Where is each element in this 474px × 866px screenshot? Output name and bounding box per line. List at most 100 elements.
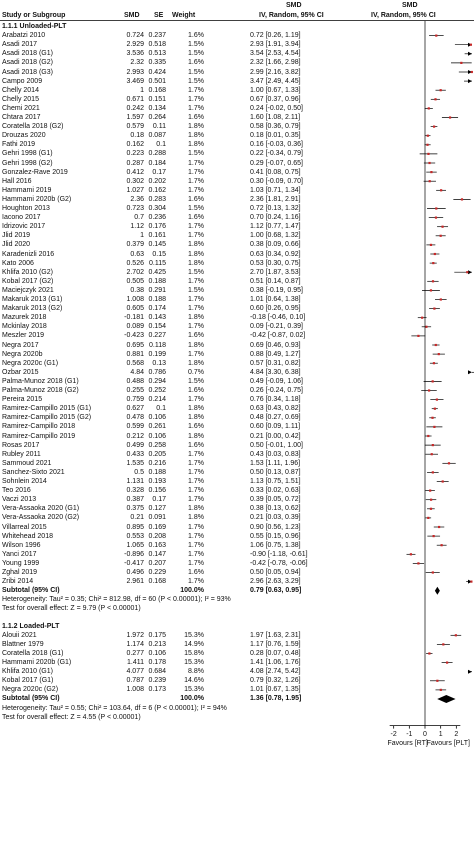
study-se: 0.205	[148, 450, 166, 458]
study-ci: 1.06 [0.75, 1.38]	[250, 541, 301, 549]
study-se: 0.283	[148, 195, 166, 203]
study-weight: 15.3%	[184, 659, 204, 667]
effect-marker	[417, 334, 420, 337]
header-smd: SMD	[124, 12, 140, 19]
study-se: 0.161	[148, 232, 166, 240]
study-ci: 1.41 [1.06, 1.76]	[250, 659, 301, 667]
study-ci: 0.76 [0.34, 1.18]	[250, 396, 301, 404]
study-se: 0.199	[148, 350, 166, 358]
study-smd: 0.553	[126, 532, 144, 540]
study-name: Sanchez-Sixto 2021	[2, 468, 65, 476]
study-name: Zghal 2019	[2, 569, 38, 576]
study-smd: 2.961	[126, 578, 144, 586]
study-se: 0.145	[148, 241, 166, 249]
study-ci: 0.79 [0.32, 1.26]	[250, 677, 301, 685]
study-se: 0.091	[148, 514, 166, 522]
study-name: Hammami 2020b (G2)	[2, 195, 72, 203]
study-se: 0.184	[148, 159, 166, 167]
study-weight: 1.6%	[188, 441, 204, 449]
study-ci: 0.41 [0.08, 0.75]	[250, 168, 301, 176]
study-se: 0.156	[148, 487, 166, 495]
study-se: 0.168	[148, 578, 166, 586]
effect-marker	[433, 425, 436, 428]
effect-marker	[421, 316, 424, 319]
study-se: 0.786	[148, 368, 166, 376]
study-name: Sohnlein 2014	[2, 478, 47, 485]
effect-marker	[435, 398, 439, 401]
effect-marker	[426, 143, 429, 146]
effect-marker	[445, 661, 449, 664]
study-name: Iacono 2017	[2, 214, 41, 222]
effect-marker	[440, 544, 443, 547]
study-weight: 1.6%	[188, 32, 204, 40]
effect-marker	[435, 207, 438, 210]
study-weight: 15.8%	[184, 649, 204, 657]
study-se: 0.173	[148, 686, 166, 694]
study-smd: 0.895	[126, 523, 144, 531]
study-smd: 2.993	[126, 68, 144, 76]
study-smd: -0.896	[124, 550, 144, 558]
study-ci: 1.00 [0.67, 1.33]	[250, 86, 301, 94]
study-weight: 0.7%	[188, 368, 204, 376]
study-weight: 1.7%	[188, 396, 204, 404]
study-name: Drouzas 2020	[2, 132, 46, 140]
header-ci: IV, Random, 95% CI	[259, 12, 324, 19]
header-se: SE	[154, 12, 164, 19]
header-plot-ci: IV, Random, 95% CI	[371, 12, 436, 19]
study-weight: 1.6%	[188, 195, 204, 203]
study-weight: 1.7%	[188, 478, 204, 485]
effect-marker	[429, 489, 432, 492]
study-se: 0.229	[148, 569, 166, 576]
study-ci: 0.18 [0.01, 0.35]	[250, 132, 301, 140]
study-ci: 4.84 [3.30, 6.38]	[250, 368, 301, 376]
study-name: Karadenizli 2016	[2, 250, 55, 258]
study-ci: 0.88 [0.49, 1.27]	[250, 350, 301, 358]
ci-overflow-arrow	[468, 70, 472, 74]
study-ci: 1.97 [1.63, 2.31]	[250, 631, 301, 639]
study-weight: 1.7%	[188, 168, 204, 176]
study-se: 0.115	[149, 259, 166, 267]
effect-marker	[433, 307, 436, 310]
study-name: Khlifa 2010 (G1)	[2, 668, 53, 676]
effect-marker	[440, 189, 443, 192]
study-name: Pereira 2015	[2, 396, 43, 404]
effect-marker	[435, 34, 438, 37]
study-smd: 0.387	[126, 496, 144, 504]
study-ci: 0.16 [-0.03, 0.36]	[250, 141, 303, 149]
study-smd: 0.302	[126, 177, 144, 185]
study-smd: 1.535	[126, 459, 144, 467]
effect-marker	[417, 562, 420, 565]
study-se: 0.143	[148, 314, 166, 322]
effect-marker	[427, 152, 430, 155]
study-smd: 0.627	[126, 405, 144, 413]
study-name: Kato 2006	[2, 259, 34, 267]
study-name: Idrizovic 2017	[2, 223, 46, 231]
study-ci: 0.50 [0.05, 0.94]	[250, 569, 301, 576]
effect-marker	[427, 389, 431, 392]
study-smd: 0.38	[130, 286, 144, 294]
ci-overflow-arrow	[468, 270, 472, 275]
study-ci: 0.57 [0.31, 0.82]	[250, 359, 301, 367]
study-smd: 0.433	[126, 450, 144, 458]
group-title: 1.1.2 Loaded-PLT	[2, 622, 60, 630]
effect-marker	[460, 61, 463, 64]
study-se: 0.208	[148, 532, 166, 540]
study-smd: 0.63	[130, 250, 144, 258]
study-name: Teo 2016	[2, 487, 31, 495]
study-se: 0.147	[148, 550, 166, 558]
study-name: Villarreal 2015	[2, 523, 47, 531]
study-ci: 0.50 [-0.01, 1.00]	[250, 441, 303, 449]
study-weight: 1.5%	[188, 77, 204, 85]
study-weight: 1.7%	[188, 305, 204, 313]
study-ci: 1.60 [1.08, 2.11]	[250, 114, 301, 121]
study-smd: 0.499	[126, 441, 144, 449]
study-smd: 1	[140, 86, 144, 94]
study-ci: 0.60 [0.09, 1.11]	[250, 423, 301, 431]
study-weight: 1.6%	[188, 59, 204, 67]
study-ci: 0.67 [0.37, 0.96]	[250, 95, 301, 103]
study-smd: 0.223	[126, 150, 144, 158]
study-name: Chtara 2017	[2, 114, 41, 121]
study-name: Zribi 2014	[2, 578, 34, 586]
study-name: Chelly 2015	[2, 95, 39, 103]
